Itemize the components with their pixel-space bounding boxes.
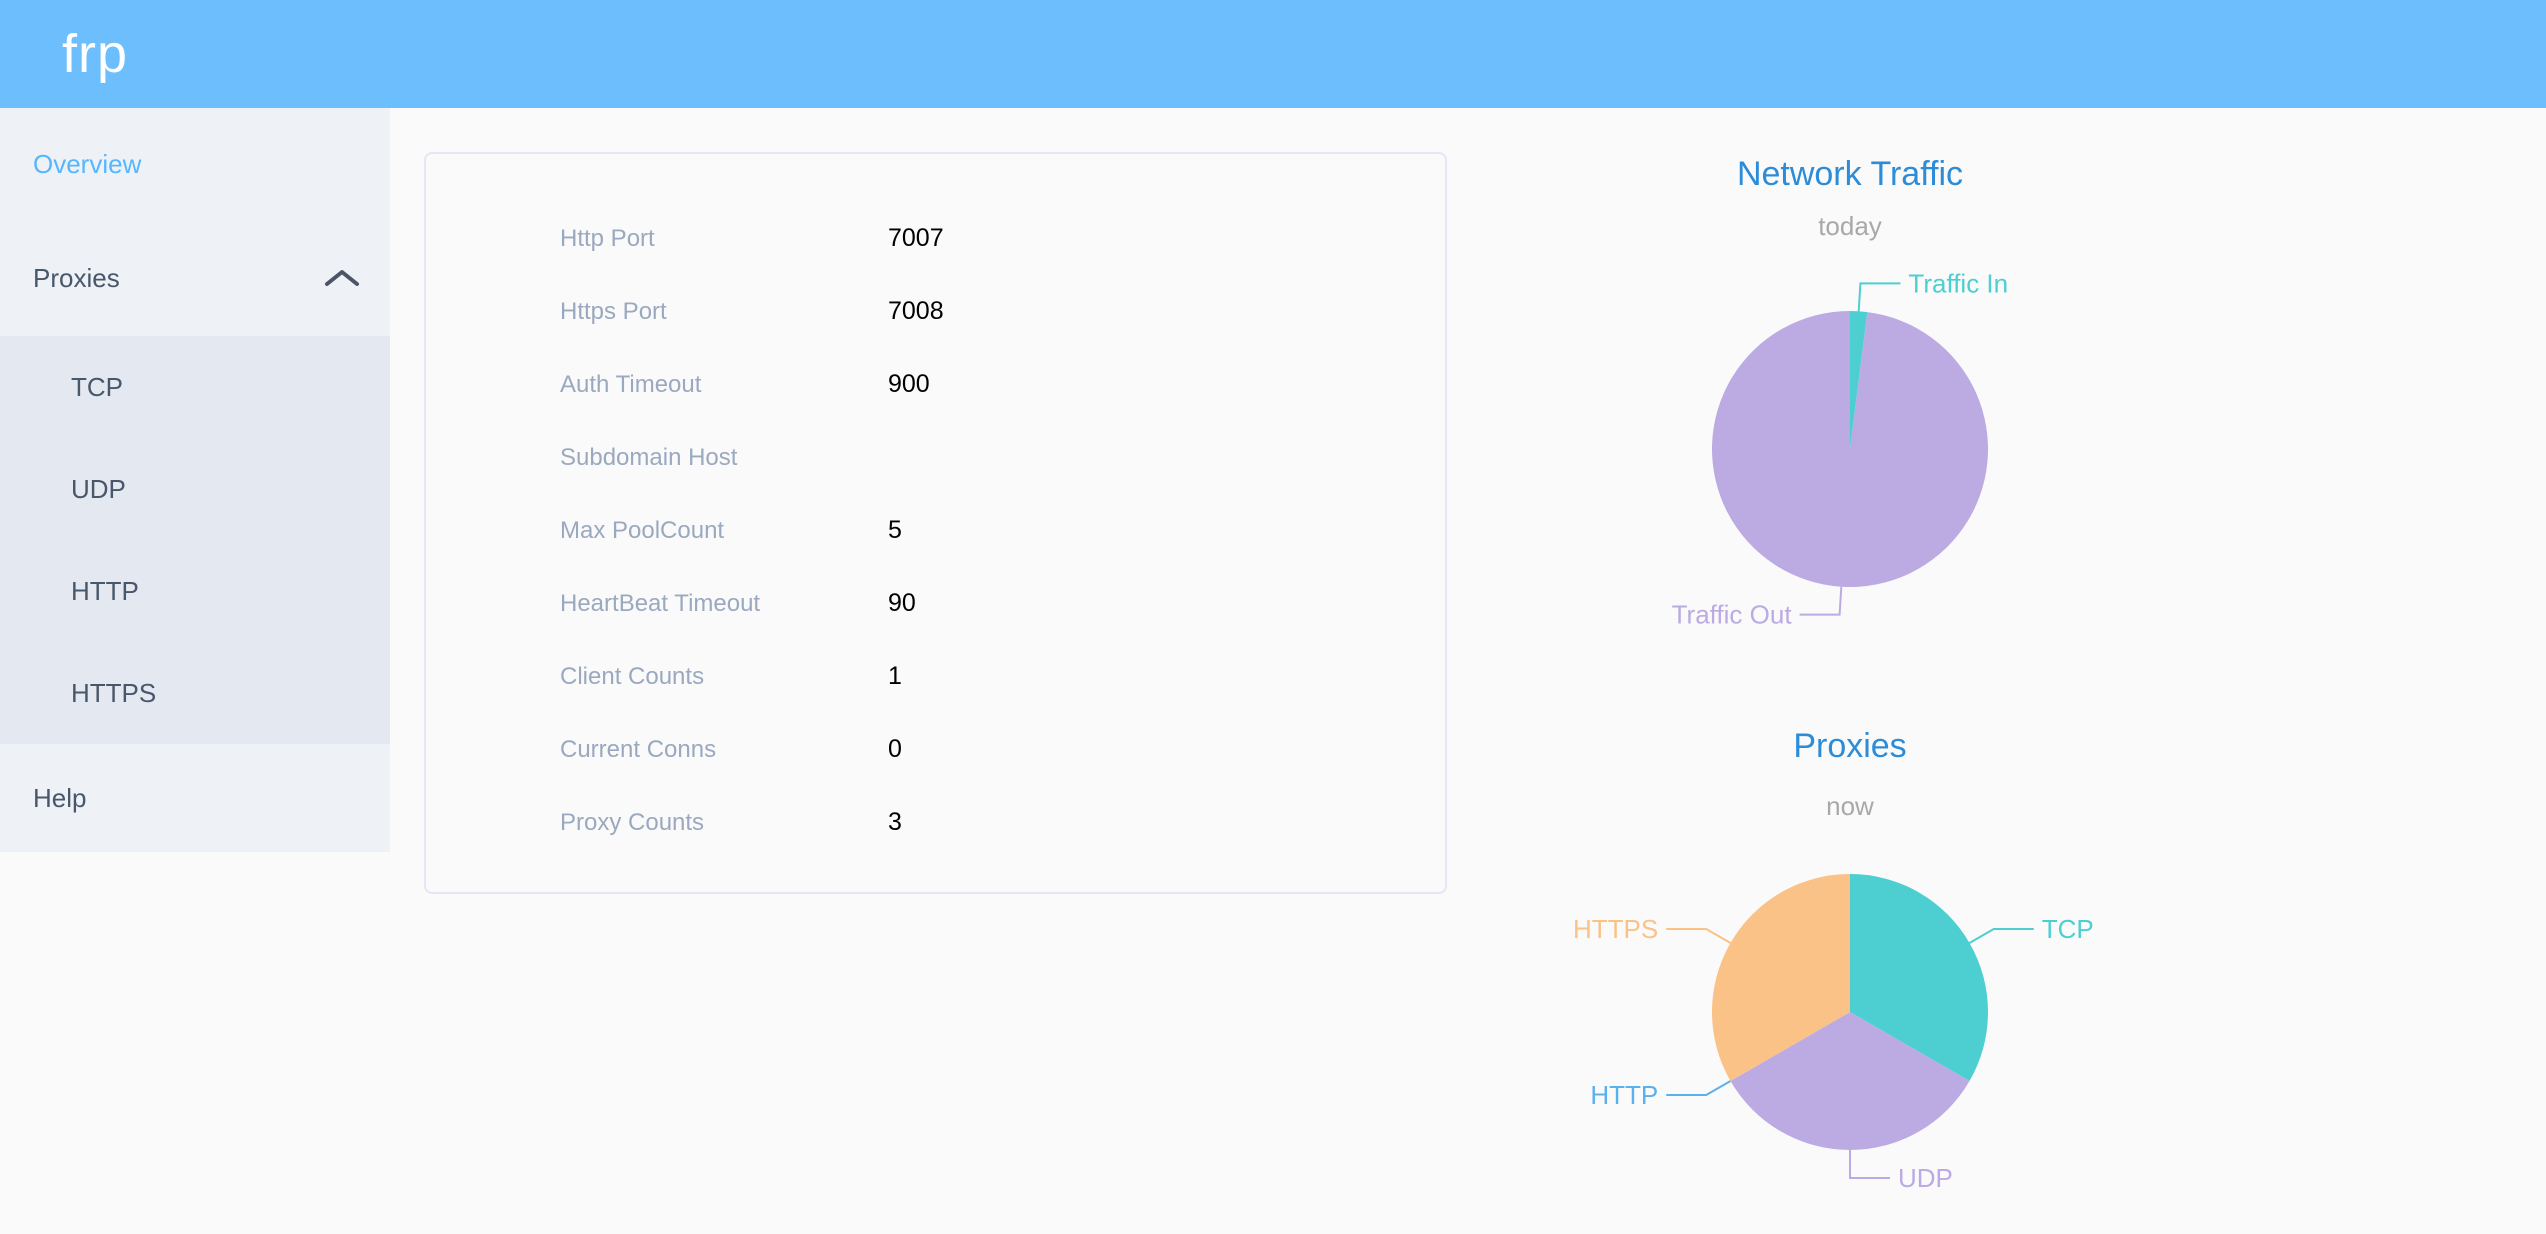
pie-slice-traffic-in[interactable] <box>1850 311 1868 449</box>
config-label: Auth Timeout <box>560 370 702 398</box>
sidebar-item-http-label: HTTP <box>71 575 139 606</box>
sidebar-item-https[interactable]: HTTPS <box>0 642 390 744</box>
sidebar-item-tcp[interactable]: TCP <box>0 336 390 438</box>
pie-label-line-traffic-out <box>1799 586 1843 616</box>
pie-label-traffic-in: Traffic In <box>1908 268 2008 298</box>
pie-slice-tcp[interactable] <box>1850 874 1989 1081</box>
sidebar-item-help-label: Help <box>33 782 87 813</box>
pie-label-line-tcp <box>1969 928 2034 944</box>
config-value: 1 <box>888 662 902 690</box>
sidebar-item-help[interactable]: Help <box>0 744 390 852</box>
sidebar: Overview Proxies TCP UDP HTTP HTTPS Help <box>0 108 390 852</box>
pie-label-line-http <box>1666 1080 1731 1096</box>
sidebar-item-tcp-label: TCP <box>71 371 123 402</box>
header-bar: frp <box>0 0 2546 108</box>
config-label: Client Counts <box>560 662 705 690</box>
config-label: HeartBeat Timeout <box>560 589 761 617</box>
pie-label-tcp: TCP <box>2042 914 2094 944</box>
pie-label-udp: UDP <box>1898 1163 1953 1193</box>
sidebar-item-overview-label: Overview <box>33 148 142 179</box>
config-value: 7007 <box>888 224 944 252</box>
app-logo: frp <box>62 24 129 84</box>
config-row: Client Counts 1 <box>426 640 1445 713</box>
config-row: Subdomain Host <box>426 421 1445 494</box>
pie-label-line-https <box>1666 928 1731 944</box>
config-row: HeartBeat Timeout 90 <box>426 567 1445 640</box>
config-row: Auth Timeout 900 <box>426 348 1445 421</box>
config-value: 90 <box>888 589 916 617</box>
pie-slice-udp[interactable] <box>1730 1012 1970 1151</box>
proxies-submenu: TCP UDP HTTP HTTPS <box>0 336 390 744</box>
config-row: Current Conns 0 <box>426 713 1445 786</box>
pie-label-line-traffic-in <box>1857 282 1901 312</box>
chevron-up-icon <box>324 267 360 289</box>
config-label: Max PoolCount <box>560 516 725 544</box>
pie-slice-https[interactable] <box>1711 874 1850 1081</box>
config-label: Http Port <box>560 224 655 252</box>
config-value: 3 <box>888 808 902 836</box>
config-label: Https Port <box>560 297 667 325</box>
config-row: Http Port 7007 <box>426 202 1445 275</box>
pie-label-traffic-out: Traffic Out <box>1672 600 1793 630</box>
config-row: Max PoolCount 5 <box>426 494 1445 567</box>
sidebar-item-overview[interactable]: Overview <box>0 108 390 220</box>
config-label: Subdomain Host <box>560 443 738 471</box>
sidebar-item-http[interactable]: HTTP <box>0 540 390 642</box>
config-label: Proxy Counts <box>560 808 705 836</box>
config-value: 7008 <box>888 297 944 325</box>
pie-label-http: HTTP <box>1590 1080 1658 1110</box>
sidebar-item-https-label: HTTPS <box>71 677 157 708</box>
proxies-chart-subtitle: now <box>1826 791 1874 821</box>
config-value: 0 <box>888 735 902 763</box>
sidebar-item-proxies[interactable]: Proxies <box>0 220 390 336</box>
proxies-chart-title: Proxies <box>1793 727 1907 765</box>
pie-label-https: HTTPS <box>1573 914 1658 944</box>
network-traffic-chart-title: Network Traffic <box>1736 155 1964 193</box>
pie-slice-traffic-out[interactable] <box>1712 311 1989 588</box>
config-row: Https Port 7008 <box>426 275 1445 348</box>
pie-label-line-udp <box>1849 1150 1890 1179</box>
config-value: 900 <box>888 370 930 398</box>
server-config-card: Http Port 7007 Https Port 7008 Auth Time… <box>424 152 1447 894</box>
network-traffic-chart-subtitle: today <box>1818 211 1882 241</box>
sidebar-item-proxies-label: Proxies <box>33 262 120 293</box>
sidebar-item-udp[interactable]: UDP <box>0 438 390 540</box>
sidebar-item-udp-label: UDP <box>71 473 126 504</box>
config-row: Proxy Counts 3 <box>426 786 1445 859</box>
config-value: 5 <box>888 516 902 544</box>
config-label: Current Conns <box>560 735 717 763</box>
